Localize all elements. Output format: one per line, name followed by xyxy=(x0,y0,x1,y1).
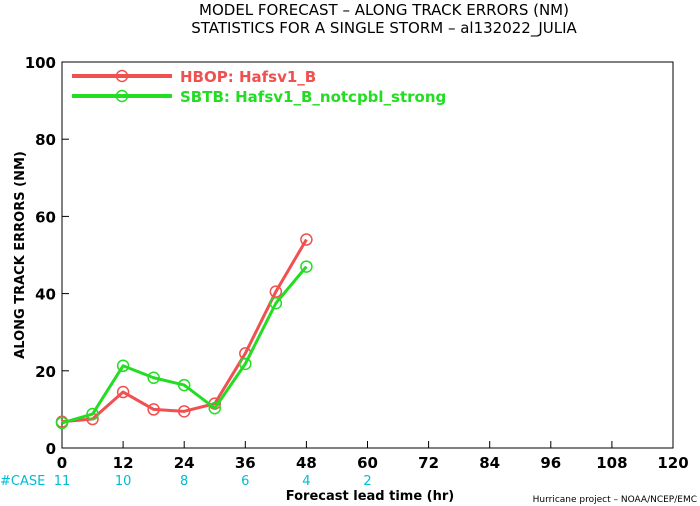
x-tick-label: 72 xyxy=(418,454,439,472)
legend-label: HBOP: Hafsv1_B xyxy=(180,68,316,86)
data-point xyxy=(147,403,160,416)
data-point xyxy=(116,359,130,373)
series-line-1 xyxy=(61,238,308,424)
x-tick-label: 36 xyxy=(235,454,256,472)
y-tick-label: 40 xyxy=(35,286,56,304)
series-layer xyxy=(55,233,313,430)
y-axis-label: ALONG TRACK ERRORS (NM) xyxy=(13,151,28,359)
data-point xyxy=(86,407,99,421)
case-count: 4 xyxy=(302,474,310,489)
legend: HBOP: Hafsv1_B SBTB: Hafsv1_B_notcpbl_str… xyxy=(72,68,446,106)
case-count: 2 xyxy=(363,474,371,489)
data-point xyxy=(177,405,191,418)
data-point xyxy=(208,401,221,415)
legend-label: SBTB: Hafsv1_B_notcpbl_strong xyxy=(180,88,446,106)
chart-title: MODEL FORECAST – ALONG TRACK ERRORS (NM) xyxy=(199,1,569,19)
legend-marker xyxy=(115,89,129,103)
data-point xyxy=(269,297,283,310)
y-tick-label: 20 xyxy=(35,363,56,381)
case-count: 6 xyxy=(241,474,249,489)
data-point xyxy=(55,416,69,430)
x-tick-label: 0 xyxy=(57,454,67,472)
case-count: 8 xyxy=(180,474,188,489)
x-tick-label: 96 xyxy=(540,454,561,472)
y-tick-label: 60 xyxy=(35,208,56,226)
legend-marker xyxy=(115,69,129,83)
x-tick-label: 60 xyxy=(357,454,378,472)
data-point xyxy=(239,357,252,371)
data-point xyxy=(147,371,160,384)
x-tick-label: 48 xyxy=(296,454,317,472)
axis-ticks: 0 12 24 36 48 60 72 84 96 108 120 0 20 40 60 80 100 xyxy=(25,54,689,472)
case-row: #CASE 11 10 8 6 4 2 xyxy=(0,474,372,489)
chart-subtitle: STATISTICS FOR A SINGLE STORM – al132022… xyxy=(191,19,577,38)
x-tick-label: 84 xyxy=(479,454,500,472)
data-point xyxy=(116,385,130,399)
data-point xyxy=(300,233,313,246)
case-count: 11 xyxy=(54,474,71,489)
case-label: #CASE xyxy=(0,474,45,489)
credit-text: Hurricane project – NOAA/NCEP/EMC xyxy=(533,495,697,505)
x-tick-label: 24 xyxy=(174,454,195,472)
series-line-2 xyxy=(61,265,308,425)
x-axis-label: Forecast lead time (hr) xyxy=(286,489,454,504)
y-tick-label: 0 xyxy=(46,440,56,458)
case-count: 10 xyxy=(115,474,132,489)
y-tick-label: 100 xyxy=(25,54,56,72)
plot-frame xyxy=(61,61,674,449)
data-point xyxy=(300,260,313,273)
x-tick-label: 12 xyxy=(113,454,134,472)
y-tick-label: 80 xyxy=(35,131,56,149)
data-point xyxy=(177,378,191,392)
x-tick-label: 108 xyxy=(596,454,627,472)
x-tick-label: 120 xyxy=(657,454,688,472)
